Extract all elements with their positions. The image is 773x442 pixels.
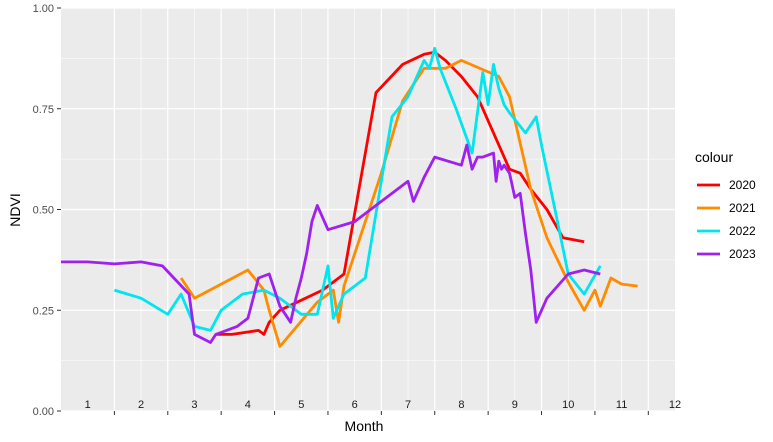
month-label: 5 (298, 399, 304, 411)
month-label: 3 (191, 399, 197, 411)
series-line-2022 (113, 46, 602, 332)
legend-title: colour (695, 149, 733, 165)
month-label: 8 (458, 399, 464, 411)
month-label: 6 (352, 399, 358, 411)
series-layer (61, 46, 638, 348)
month-label: 1 (85, 399, 91, 411)
month-label: 11 (616, 399, 627, 411)
month-label: 2 (138, 399, 144, 411)
month-label: 9 (512, 399, 518, 411)
legend-items: 2020 2021 2022 2023 (697, 178, 756, 261)
y-tick-label: 0.75 (33, 104, 54, 116)
x-axis-title: Month (345, 418, 384, 434)
y-tick-label: 1.00 (33, 3, 54, 15)
y-axis: 0.00 0.25 0.50 0.75 1.00 (33, 3, 61, 418)
month-label: 10 (562, 399, 574, 411)
legend-label-2020: 2020 (729, 178, 756, 192)
legend-label-2022: 2022 (729, 224, 756, 238)
month-label: 7 (405, 399, 411, 411)
legend-label-2023: 2023 (729, 247, 756, 261)
month-label: 12 (669, 399, 681, 411)
y-tick-label: 0.25 (33, 305, 54, 317)
series-line-2020 (215, 50, 585, 336)
series-line-2023 (61, 143, 601, 344)
month-ticks: 1 2 3 4 5 6 7 8 9 10 11 12 (85, 399, 681, 415)
y-tick-label: 0.50 (33, 205, 54, 217)
legend: colour 2020 2021 2022 2023 (695, 149, 756, 261)
y-axis-title: NDVI (7, 193, 23, 226)
month-label: 4 (245, 399, 251, 411)
series-line-2021 (179, 59, 638, 348)
y-tick-label: 0.00 (33, 406, 54, 418)
legend-label-2021: 2021 (729, 201, 756, 215)
